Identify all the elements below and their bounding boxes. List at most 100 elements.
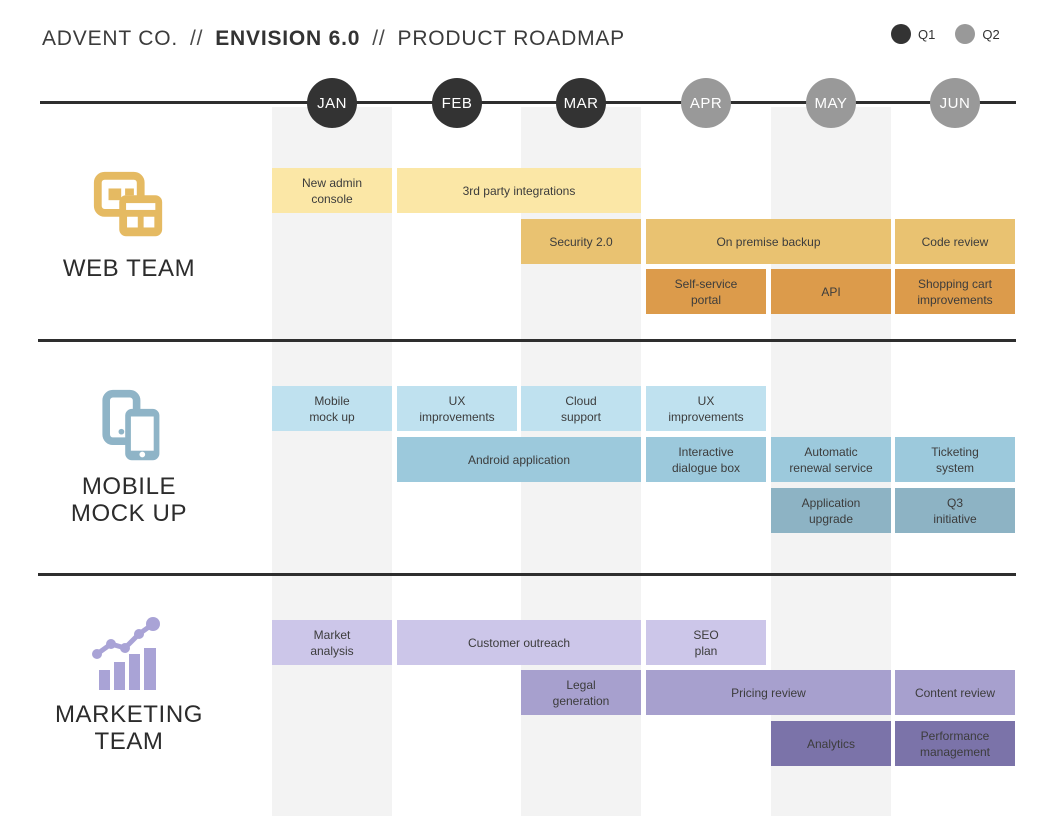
task-bar: Ticketing system	[895, 437, 1015, 482]
task-bar-label: dialogue box	[671, 460, 741, 475]
task-bar: Q3 initiative	[895, 488, 1015, 533]
task-bar: Shopping cart improvements	[895, 269, 1015, 314]
quarter-legend: Q1 Q2	[891, 24, 1000, 44]
month-circle-apr: APR	[681, 78, 731, 128]
task-bar-label: 3rd party integrations	[462, 183, 576, 198]
timeline-axis	[40, 101, 1016, 104]
browser-windows-icon	[93, 171, 163, 237]
task-bar-label: improvements	[419, 409, 495, 424]
section-divider	[38, 339, 1016, 342]
task-bar-label: Performance	[920, 728, 990, 743]
task-bar-label: UX	[448, 393, 466, 408]
month-circle-jun: JUN	[930, 78, 980, 128]
team-mobile: MOBILE MOCK UP	[38, 388, 220, 527]
team-name-marketing: MARKETING TEAM	[54, 701, 204, 755]
task-bar: On premise backup	[646, 219, 891, 264]
chart-growth-icon	[92, 617, 160, 690]
task-bar-label: improvements	[668, 409, 744, 424]
task-bar-label: Application	[801, 495, 861, 510]
task-bar: UX improvements	[397, 386, 517, 431]
task-bar-label: Security 2.0	[549, 234, 613, 249]
task-bar-label: analysis	[310, 643, 354, 658]
task-bar: Pricing review	[646, 670, 891, 715]
task-bar-label: New admin	[301, 175, 363, 190]
task-bar-label: portal	[690, 292, 722, 307]
task-bar-label: mock up	[309, 409, 355, 424]
task-bar-label: SEO	[693, 627, 719, 642]
team-name-web: WEB TEAM	[62, 255, 196, 282]
task-bar-label: Pricing review	[731, 685, 806, 700]
roadmap-title: PRODUCT ROADMAP	[397, 27, 625, 50]
month-circle-jan: JAN	[307, 78, 357, 128]
task-bar-label: Mobile	[314, 393, 350, 408]
task-bar-label: initiative	[933, 511, 977, 526]
q1-swatch-icon	[891, 24, 911, 44]
task-bar: SEO plan	[646, 620, 766, 665]
task-bar-label: On premise backup	[716, 234, 821, 249]
team-name-mobile: MOBILE MOCK UP	[70, 473, 188, 527]
task-bar-label: system	[935, 460, 974, 475]
task-bar-label: Shopping cart	[917, 276, 993, 291]
task-bar-label: Code review	[921, 234, 989, 249]
task-bar-label: Ticketing	[931, 444, 979, 459]
task-bar-label: Legal	[566, 677, 596, 692]
team-web: WEB TEAM	[38, 168, 220, 282]
month-circle-mar: MAR	[556, 78, 606, 128]
task-bar-label: Content review	[914, 685, 996, 700]
task-bar: Security 2.0	[521, 219, 641, 264]
task-bar: Customer outreach	[397, 620, 641, 665]
month-circle-feb: FEB	[432, 78, 482, 128]
task-bar-label: support	[560, 409, 602, 424]
task-bar: Cloud support	[521, 386, 641, 431]
task-bar: New admin console	[272, 168, 392, 213]
task-bar-label: UX	[697, 393, 715, 408]
task-bar-label: Market	[313, 627, 351, 642]
task-bar-label: Analytics	[806, 736, 856, 751]
team-marketing: MARKETING TEAM	[38, 612, 220, 755]
task-bar-label: Android application	[467, 452, 571, 467]
task-bar: Android application	[397, 437, 641, 482]
product-name: ENVISION 6.0	[215, 27, 361, 50]
task-bar: Legal generation	[521, 670, 641, 715]
task-bar-label: Automatic	[804, 444, 858, 459]
task-bar: Interactive dialogue box	[646, 437, 766, 482]
legend-q2-label: Q2	[982, 26, 1000, 42]
task-bar: API	[771, 269, 891, 314]
task-bar-label: Cloud	[565, 393, 597, 408]
page-title: ADVENT CO. // ENVISION 6.0 // PRODUCT RO…	[42, 27, 625, 51]
task-bar-label: renewal service	[789, 460, 873, 475]
title-divider: //	[372, 27, 386, 50]
task-bar-label: plan	[694, 643, 718, 658]
q2-swatch-icon	[955, 24, 976, 44]
column-stripe-jan	[272, 107, 392, 816]
task-bar: Market analysis	[272, 620, 392, 665]
company-name: ADVENT CO.	[42, 27, 178, 50]
task-bar: UX improvements	[646, 386, 766, 431]
task-bar-label: management	[919, 744, 991, 759]
task-bar: Application upgrade	[771, 488, 891, 533]
task-bar-label: API	[821, 284, 841, 299]
task-bar-label: generation	[552, 693, 610, 708]
task-bar: Automatic renewal service	[771, 437, 891, 482]
task-bar-label: Self-service	[674, 276, 738, 291]
task-bar: Code review	[895, 219, 1015, 264]
task-bar-label: improvements	[917, 292, 993, 307]
task-bar-label: Interactive	[678, 444, 734, 459]
task-bar: Performance management	[895, 721, 1015, 766]
task-bar: Content review	[895, 670, 1015, 715]
task-bar-label: Customer outreach	[467, 635, 571, 650]
month-circle-may: MAY	[806, 78, 856, 128]
section-divider	[38, 573, 1016, 576]
title-divider: //	[189, 27, 204, 50]
task-bar-label: upgrade	[808, 511, 854, 526]
task-bar: Mobile mock up	[272, 386, 392, 431]
task-bar: 3rd party integrations	[397, 168, 641, 213]
task-bar-label: Q3	[946, 495, 963, 510]
legend-q1-label: Q1	[918, 26, 936, 42]
phones-icon	[102, 389, 160, 461]
task-bar-label: console	[311, 191, 353, 206]
legend-item-q1: Q1	[891, 24, 935, 44]
legend-item-q2: Q2	[955, 24, 1000, 44]
task-bar: Self-service portal	[646, 269, 766, 314]
